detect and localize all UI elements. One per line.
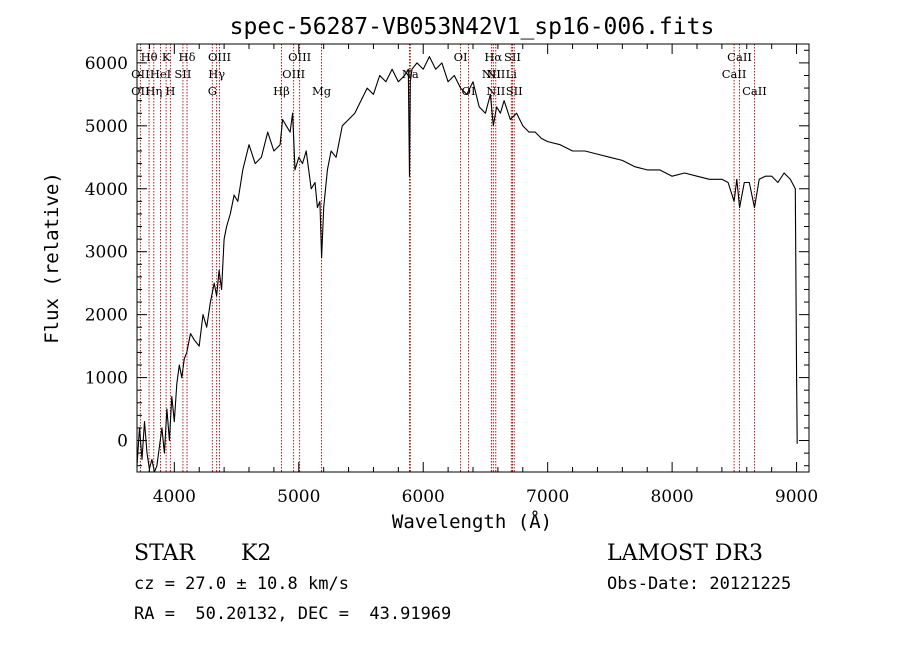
- line-label: SII: [506, 84, 523, 98]
- chart-title: spec-56287-VB053N42V1_sp16-006.fits: [230, 14, 715, 40]
- x-tick-label: 8000: [650, 487, 693, 507]
- line-label: OIII: [288, 50, 311, 64]
- line-label: NII: [486, 84, 505, 98]
- line-label: OIII: [282, 67, 305, 81]
- line-label: OII: [131, 67, 150, 81]
- emission-line-markers: [139, 44, 755, 472]
- y-tick-label: 5000: [85, 117, 128, 137]
- spectrum-line: [136, 56, 798, 473]
- x-tick-label: 5000: [277, 487, 320, 507]
- y-tick-label: 2000: [85, 306, 128, 326]
- line-label: OII: [131, 84, 150, 98]
- line-label: SII: [504, 50, 521, 64]
- line-label: HeI: [150, 67, 171, 81]
- x-tick-label: 9000: [775, 487, 818, 507]
- y-tick-label: 6000: [85, 54, 128, 74]
- x-tick-label: 7000: [526, 487, 569, 507]
- line-label: OIII: [208, 50, 231, 64]
- line-label: Hθ: [141, 50, 158, 64]
- x-tick-label: 6000: [402, 487, 445, 507]
- y-axis-ticks: 0 1000 2000 3000 4000 5000 6000: [85, 49, 809, 467]
- line-label: OI: [454, 50, 468, 64]
- line-label: Mg: [312, 84, 332, 98]
- line-label: Hη: [145, 84, 162, 98]
- y-tick-label: 4000: [85, 180, 128, 200]
- x-axis-label: Wavelength (Å): [392, 510, 552, 533]
- line-label: Na: [402, 67, 419, 81]
- subclass-label: K2: [241, 541, 271, 566]
- line-label: CaII: [742, 84, 767, 98]
- line-label: Li: [506, 67, 518, 81]
- y-tick-label: 3000: [85, 243, 128, 263]
- plot-frame: [136, 43, 810, 473]
- obs-date-text: Obs-Date: 20121225: [607, 574, 791, 594]
- line-label: Hγ: [208, 67, 225, 81]
- y-axis-label: Flux (relative): [41, 172, 63, 344]
- line-label: CaII: [722, 67, 747, 81]
- x-tick-label: 4000: [153, 487, 196, 507]
- survey-label: LAMOST DR3: [607, 541, 763, 566]
- line-label: G: [208, 84, 217, 98]
- redshift-text: cz = 27.0 ± 10.8 km/s: [134, 574, 349, 594]
- class-label: STAR: [134, 541, 196, 566]
- y-tick-label: 1000: [85, 369, 128, 389]
- line-label: Hα: [484, 50, 502, 64]
- line-label: NII: [486, 67, 505, 81]
- line-label: H: [165, 84, 175, 98]
- radec-text: RA = 50.20132, DEC = 43.91969: [134, 604, 451, 624]
- x-axis-ticks: 4000 5000 6000 7000 8000 9000: [148, 44, 818, 507]
- line-label: CaII: [727, 50, 752, 64]
- y-tick-label: 0: [117, 432, 128, 452]
- line-label: SII: [174, 67, 191, 81]
- line-label: Hδ: [179, 50, 196, 64]
- line-label: K: [162, 50, 171, 64]
- line-label: Hβ: [273, 84, 290, 98]
- line-label: NII: [482, 67, 501, 81]
